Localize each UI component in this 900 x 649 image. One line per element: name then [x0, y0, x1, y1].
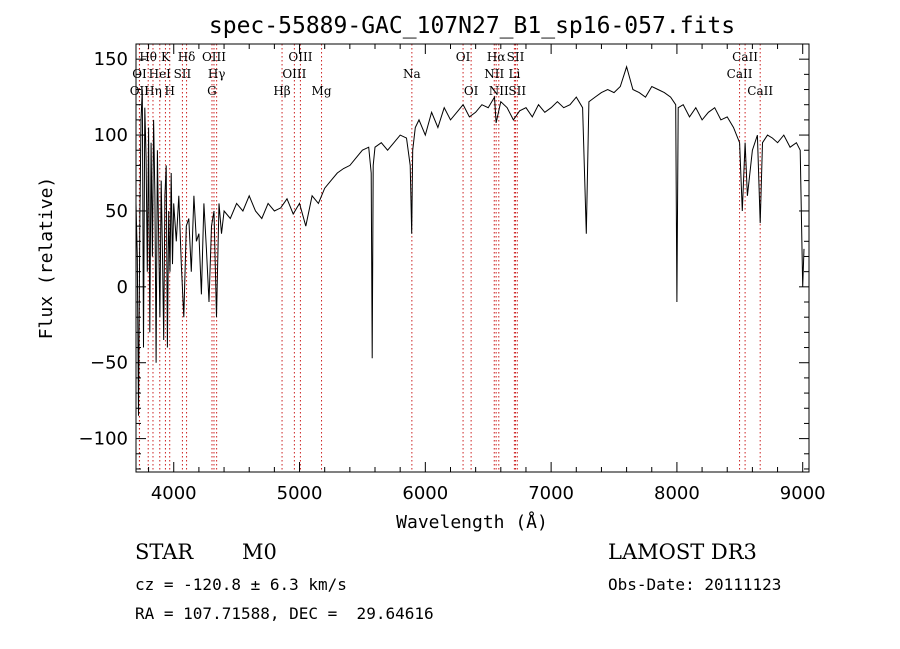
- line-label-9: G: [207, 84, 217, 98]
- y-tick-label-5: 150: [94, 49, 128, 70]
- class-label: STAR: [135, 540, 194, 564]
- x-tick-label-2: 6000: [402, 483, 448, 504]
- line-label-24: SII: [508, 84, 526, 98]
- line-label-18: OI: [464, 84, 479, 98]
- x-ticks: 4000 5000 6000 7000 8000 9000: [148, 44, 826, 504]
- coordinates: RA = 107.71588, DEC = 29.64616: [135, 604, 434, 623]
- survey-label: LAMOST DR3: [608, 540, 757, 564]
- x-tick-label-0: 4000: [151, 483, 197, 504]
- spectrum-line: [135, 65, 805, 416]
- line-label-10: OIII: [202, 50, 226, 64]
- y-tick-label-0: −100: [79, 429, 128, 450]
- line-label-19: NII: [484, 67, 504, 81]
- spectrum-layer: [135, 65, 805, 416]
- line-label-22: Li: [508, 67, 520, 81]
- subclass-label: M0: [242, 540, 277, 564]
- line-label-11: Hγ: [208, 67, 226, 81]
- y-axis-label: Flux (relative): [36, 177, 57, 340]
- x-tick-label-1: 5000: [277, 483, 323, 504]
- y-tick-label-3: 50: [105, 201, 128, 222]
- line-label-5: K: [161, 50, 171, 64]
- y-tick-label-4: 100: [94, 125, 128, 146]
- line-label-0: OII: [130, 84, 150, 98]
- line-label-13: OIII: [282, 67, 306, 81]
- x-axis-label: Wavelength (Å): [396, 511, 548, 533]
- y-tick-label-2: 0: [117, 277, 128, 298]
- plot-frame: [135, 43, 810, 473]
- line-label-26: CaII: [732, 50, 758, 64]
- line-labels-layer: OIIOIHθHηHeIKHSIIHδGOIIIHγHβOIIIOIIIMgNa…: [130, 50, 774, 98]
- x-tick-label-5: 9000: [780, 483, 826, 504]
- y-ticks: −100 −50 0 50 100 150: [79, 43, 809, 470]
- line-label-15: Mg: [312, 84, 332, 98]
- line-label-14: OIII: [288, 50, 312, 64]
- line-label-20: Hα: [487, 50, 506, 64]
- line-label-4: HeI: [149, 67, 172, 81]
- line-label-17: OI: [456, 50, 471, 64]
- y-tick-label-1: −50: [90, 353, 128, 374]
- x-tick-label-3: 7000: [528, 483, 574, 504]
- chart-title: spec-55889-GAC_107N27_B1_sp16-057.fits: [209, 13, 735, 39]
- line-label-3: Hη: [144, 84, 162, 98]
- line-label-6: H: [164, 84, 174, 98]
- line-label-16: Na: [403, 67, 421, 81]
- obs-date: Obs-Date: 20111123: [608, 575, 782, 594]
- line-label-21: NII: [489, 84, 509, 98]
- line-label-7: SII: [174, 67, 192, 81]
- line-label-23: SII: [507, 50, 525, 64]
- line-label-12: Hβ: [273, 84, 290, 98]
- emission-lines-layer: [138, 44, 761, 472]
- cz-value: cz = -120.8 ± 6.3 km/s: [135, 575, 347, 594]
- line-label-25: CaII: [727, 67, 753, 81]
- line-label-2: Hθ: [139, 50, 157, 64]
- line-label-27: CaII: [747, 84, 773, 98]
- x-tick-label-4: 8000: [654, 483, 700, 504]
- line-label-8: Hδ: [178, 50, 196, 64]
